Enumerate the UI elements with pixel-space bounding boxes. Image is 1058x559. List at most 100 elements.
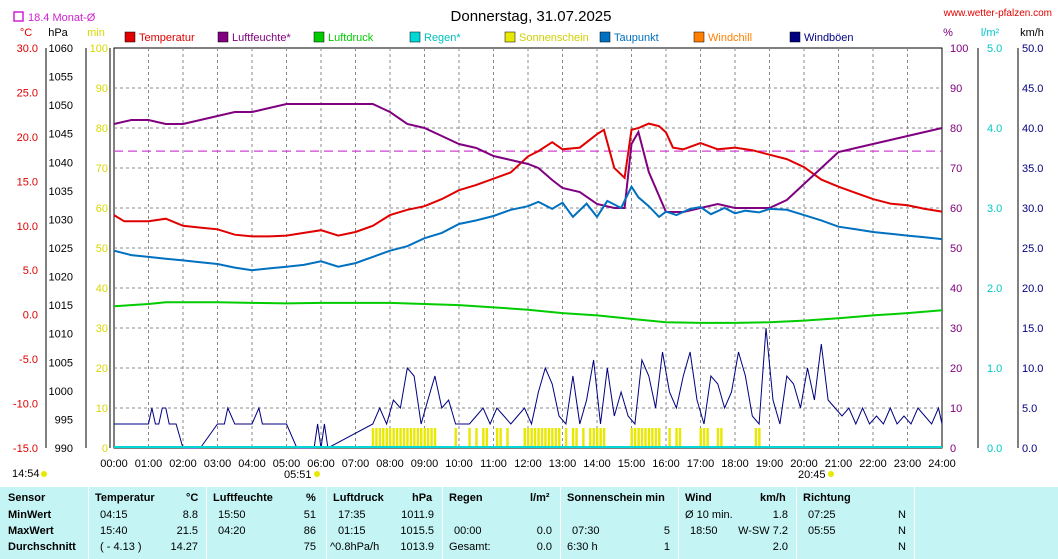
x-tick-label: 09:00 [411,458,439,470]
x-tick-label: 00:00 [100,458,128,470]
temp-axis-tick-label: -15.0 [13,443,38,455]
temp-axis-tick-label: -10.0 [13,399,38,411]
cell-hum-time: 15:50 [218,509,246,521]
sunshine-bar [389,428,392,448]
humidity-axis-tick-label: 70 [950,163,962,175]
x-tick-label: 15:00 [618,458,646,470]
legend-label: Taupunkt [614,32,659,44]
sun-axis-tick-label: 30 [96,323,108,335]
cell-rain-value: 0.0 [536,541,552,553]
cell-wind-value: W-SW 7.2 [738,525,788,537]
sunshine-bar [630,428,633,448]
cell-sun-time: 6:30 h [567,541,598,553]
sunshine-bar [475,428,478,448]
sunshine-bar [468,428,471,448]
wind-axis-tick-label: 20.0 [1022,283,1043,295]
sunshine-bar [633,428,637,448]
monthly-avg-label: 18.4 Monat-Ø [28,12,96,24]
sunshine-bar [399,428,402,448]
cell-wind-time: Ø 10 min. [685,509,733,521]
sun-axis-tick-label: 70 [96,163,108,175]
cell-press-value: 1011.9 [401,509,434,521]
sun-axis-tick-label: 90 [96,83,108,95]
temp-axis-tick-label: 25.0 [17,87,38,99]
sunshine-bar [544,428,547,448]
x-tick-label: 14:00 [583,458,611,470]
sunshine-bar [423,428,426,448]
sun-axis-tick-label: 80 [96,123,108,135]
rain-axis-tick-label: 3.0 [987,203,1002,215]
cell-wind-value: 1.8 [772,509,788,521]
cell-rain-time: 00:00 [454,525,482,537]
wind-axis-tick-label: 25.0 [1022,243,1043,255]
cell-sun-time: 07:30 [572,525,600,537]
humidity-axis-tick-label: 10 [950,403,962,415]
x-tick-label: 08:00 [376,458,404,470]
wind-axis-tick-label: 5.0 [1022,403,1037,415]
header-sun: Sonnenschein min [567,492,665,504]
cell-press-time: 01:15 [338,525,366,537]
cell-temp-value: 21.5 [176,525,198,537]
sunshine-bar [485,428,488,448]
sunshine-bar [413,428,416,448]
sunshine-bar [426,428,430,448]
pressure-axis-tick-label: 990 [55,443,73,455]
x-tick-label: 16:00 [652,458,680,470]
sunshine-bar [482,428,485,448]
sunset-label: 20:45 [798,469,826,481]
header-press-unit: hPa [412,492,433,504]
header-hum-unit: % [306,492,316,504]
cell-rain-value: 0.0 [536,525,552,537]
series-line-taupunkt [113,184,943,272]
sunshine-bar [654,428,658,448]
sunshine-bar [416,428,419,448]
cell-wind-time: 18:50 [690,525,718,537]
sunshine-bar [599,428,602,448]
x-tick-label: 11:00 [480,458,507,470]
pressure-axis-tick-label: 1020 [49,272,73,284]
sunshine-bar [592,428,595,448]
table-row-max: MaxWert 15:40 21.5 04:20 86 01:15 1015.5… [0,525,1058,541]
sunshine-bar [754,428,758,448]
sunshine-bar [699,428,702,448]
temp-axis-tick-label: 0.0 [23,310,38,322]
sunset-icon [828,471,834,477]
legend-swatch [504,31,516,43]
header-press: Luftdruck [333,492,384,504]
wind-axis-tick-label: 30.0 [1022,203,1043,215]
cell-dir-value: N [898,525,906,537]
cell-hum-value: 75 [303,541,316,553]
sunshine-bar [375,428,378,448]
x-tick-label: 02:00 [169,458,197,470]
rain-axis-tick-label: 0.0 [987,443,1002,455]
humidity-axis-unit: % [943,27,953,39]
rain-axis-tick-label: 1.0 [987,363,1002,375]
wind-axis-unit: km/h [1020,27,1044,39]
sunshine-bar [495,428,499,448]
legend-label: Sonnenschein [519,32,589,44]
pressure-axis-tick-label: 1015 [49,300,73,312]
cell-press-time: ^0.8hPa/h [330,541,380,553]
legend-swatch [313,31,325,43]
pressure-axis-tick-label: 1005 [49,357,73,369]
cell-dir-value: N [898,541,906,553]
sunshine-bar [720,428,723,448]
legend-swatch [124,31,136,43]
cell-dir-value: N [898,509,906,521]
row-label: MinWert [8,509,52,521]
sun-axis-tick-label: 10 [96,403,108,415]
sun-axis-tick-label: 60 [96,203,108,215]
wind-axis-tick-label: 40.0 [1022,123,1043,135]
x-tick-label: 19:00 [756,458,784,470]
x-tick-label: 10:00 [445,458,473,470]
pressure-axis-unit: hPa [48,27,68,39]
sun-axis-tick-label: 100 [90,43,108,55]
cell-press-time: 17:35 [338,509,366,521]
weather-chart: 30.0 25.0 20.0 15.0 10.0 5.0 0.0 -5.0 -10.0 -15.0… [12,8,1052,481]
cell-temp-value: 14.27 [170,541,198,553]
x-tick-label: 23:00 [894,458,922,470]
legend-label: Windböen [804,32,854,44]
pressure-axis-tick-label: 1050 [49,100,73,112]
pressure-axis-tick-label: 1000 [49,386,73,398]
header-dir: Richtung [803,492,851,504]
